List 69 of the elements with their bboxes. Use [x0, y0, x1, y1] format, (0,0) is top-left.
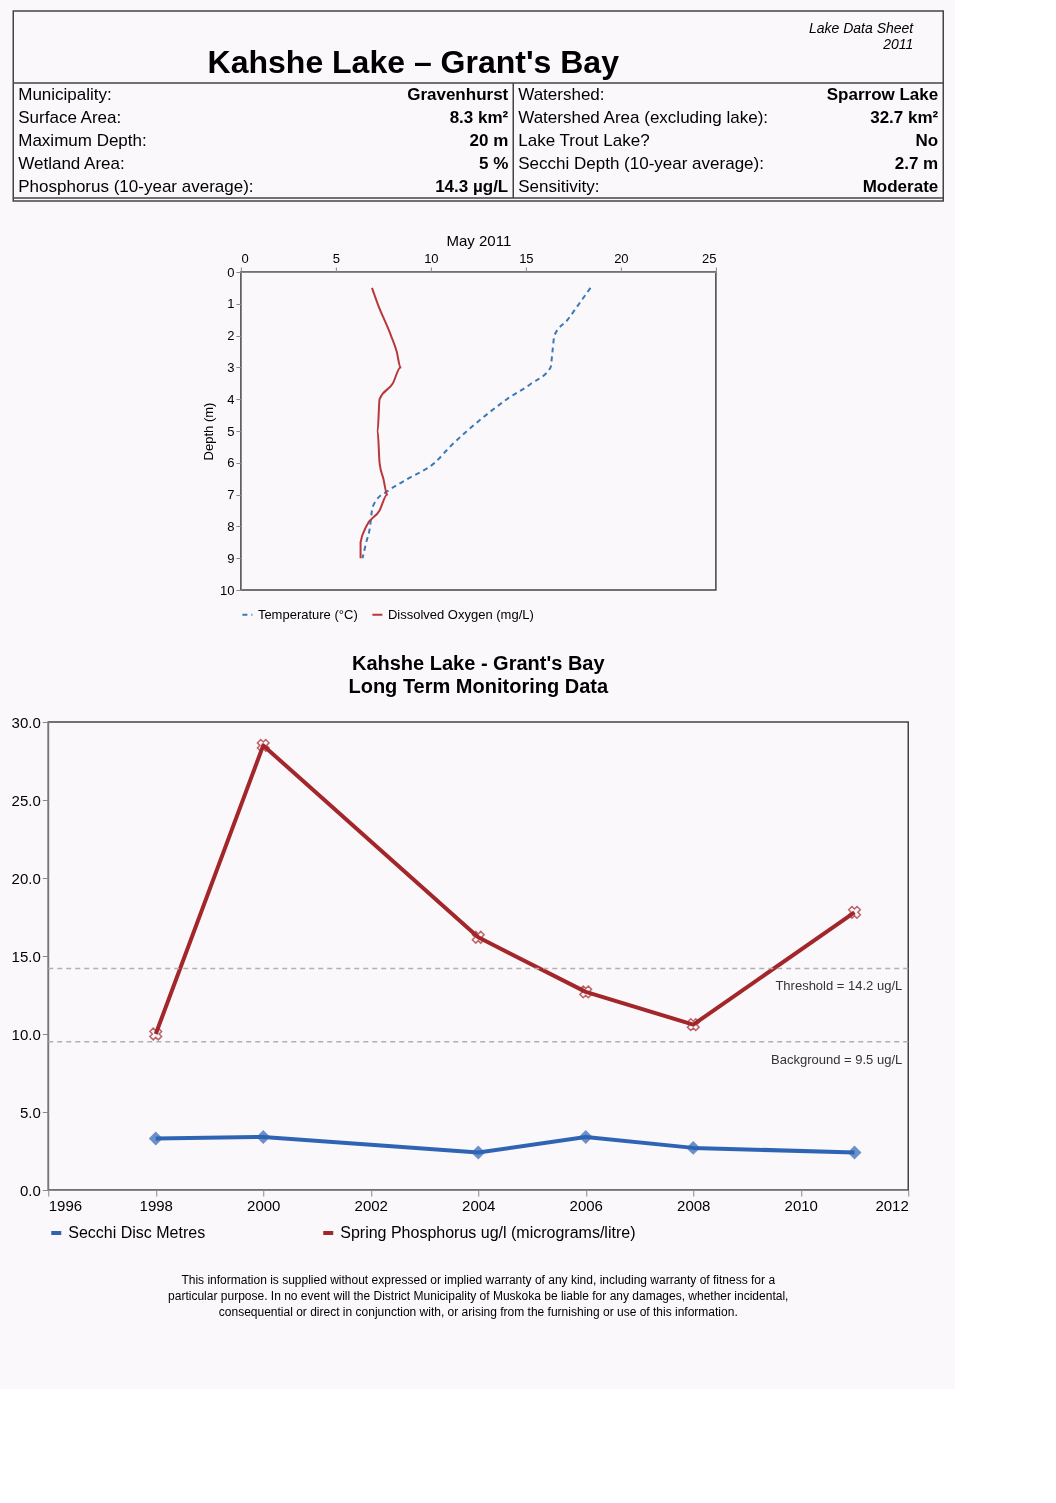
text: Phosphorus (10-year average):: [18, 177, 254, 196]
text: Municipality:: [18, 85, 112, 104]
text: This information is supplied without expressed or implied warranty of any kind, including warranty of fitness for a particular purpose. In no event will the District Municipality of Muskoka be liable for any damages, whether incidental, consequential or direct in conjunction with, or arising from the furnishing or use of this information.: [168, 1273, 789, 1319]
x-tick-label: 2012: [875, 1196, 909, 1214]
text: 2.7 m: [894, 154, 939, 173]
legend-label: Temperature (°C): [257, 606, 358, 622]
y-tick-label: 4: [227, 391, 235, 407]
x-tick-label: 25: [701, 250, 717, 266]
x-tick-label: 2000: [247, 1196, 281, 1214]
text: Gravenhurst: [407, 85, 509, 104]
x-tick-label: 2006: [569, 1196, 603, 1214]
line-series: [359, 286, 402, 560]
y-tick-label: 0.0: [19, 1181, 41, 1199]
y-tick-label: 15.0: [11, 947, 41, 965]
y-tick-label: 30.0: [11, 713, 41, 731]
y-tick-label: 10: [219, 582, 235, 598]
x-tick-label: 2004: [462, 1196, 496, 1214]
y-tick-label: 3: [227, 359, 235, 375]
text: 2011: [882, 36, 914, 52]
y-axis-title: Depth (m): [200, 402, 216, 461]
x-tick-label: 0: [241, 250, 249, 266]
x-tick-label: 1998: [139, 1196, 173, 1214]
text: Wetland Area:: [18, 154, 125, 173]
y-tick-label: 1: [227, 296, 235, 312]
text: Sensitivity:: [518, 177, 600, 196]
text: 14.3 µg/L: [435, 177, 509, 196]
text: Lake Trout Lake?: [518, 131, 650, 150]
y-tick-label: 8: [227, 518, 235, 534]
x-tick-label: 10: [424, 250, 439, 266]
legend-label: Spring Phosphorus ug/l (micrograms/litre): [340, 1224, 636, 1241]
legend-label: Secchi Disc Metres: [68, 1224, 206, 1241]
legend-label: Dissolved Oxygen (mg/L): [387, 606, 534, 622]
text: 32.7 km²: [870, 108, 939, 127]
ref-line-label: Background = 9.5 ug/L: [771, 1051, 903, 1067]
text: Maximum Depth:: [18, 131, 147, 150]
y-tick-label: 0: [227, 264, 235, 280]
ref-line-label: Threshold = 14.2 ug/L: [775, 978, 903, 994]
x-tick-label: 2002: [354, 1196, 388, 1214]
x-axis-title: May 2011: [446, 231, 512, 249]
chart-title: Kahshe Lake - Grant's Bay: [351, 652, 606, 674]
text: Moderate: [862, 177, 939, 196]
y-tick-label: 7: [227, 487, 235, 503]
text: Sparrow Lake: [826, 85, 939, 104]
x-tick-label: 15: [519, 250, 534, 266]
text: Watershed Area (excluding lake):: [518, 108, 769, 127]
text: 5 %: [478, 154, 509, 173]
text: Watershed:: [518, 85, 605, 104]
text: Surface Area:: [18, 108, 122, 127]
x-tick-label: 2010: [784, 1196, 818, 1214]
chart-subtitle: Long Term Monitoring Data: [348, 675, 609, 697]
x-tick-label: 2008: [677, 1196, 711, 1214]
y-tick-label: 9: [227, 550, 235, 566]
y-tick-label: 20.0: [11, 869, 41, 887]
y-tick-label: 5: [227, 423, 235, 439]
y-tick-label: 25.0: [11, 791, 41, 809]
y-tick-label: 10.0: [11, 1025, 41, 1043]
text: Lake Data Sheet: [808, 20, 915, 36]
line-series: [361, 286, 592, 560]
text: Kahshe Lake – Grant's Bay: [207, 44, 620, 80]
x-tick-label: 1996: [48, 1196, 83, 1214]
x-tick-label: 5: [332, 250, 340, 266]
x-tick-label: 20: [614, 250, 629, 266]
y-tick-label: 2: [227, 328, 235, 344]
y-tick-label: 5.0: [19, 1103, 41, 1121]
text: 8.3 km²: [449, 108, 509, 127]
text: No: [915, 131, 939, 150]
text: Secchi Depth (10-year average):: [518, 154, 764, 173]
y-tick-label: 6: [227, 455, 235, 471]
text: 20 m: [469, 131, 509, 150]
